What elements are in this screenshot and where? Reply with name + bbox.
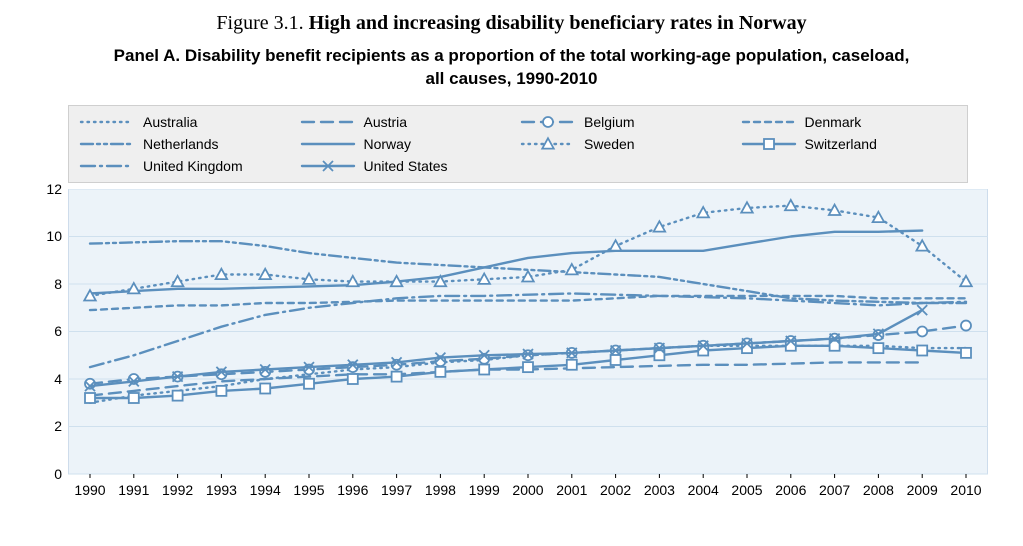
y-tick-label: 6	[54, 323, 62, 339]
legend-label: United Kingdom	[143, 158, 243, 174]
legend-swatch	[741, 136, 797, 152]
x-tick-label: 2008	[863, 482, 894, 498]
legend-swatch	[79, 114, 135, 130]
panel-title-line2: all causes, 1990-2010	[425, 69, 597, 88]
legend-swatch	[520, 114, 576, 130]
legend-item: Switzerland	[741, 134, 958, 154]
x-tick-label: 2007	[819, 482, 850, 498]
legend-swatch	[79, 136, 135, 152]
legend-label: Sweden	[584, 136, 635, 152]
y-tick-label: 10	[46, 228, 62, 244]
x-tick-label: 1991	[118, 482, 149, 498]
figure-prefix: Figure 3.1.	[216, 12, 308, 34]
x-axis-labels: 1990 1991 1992 1993 1994 1995 1996 1997 1998 1999…	[68, 480, 988, 500]
x-tick-label: 2001	[556, 482, 587, 498]
x-tick-label: 2003	[644, 482, 675, 498]
x-tick-label: 2004	[688, 482, 719, 498]
chart-legend: Australia Austria Belgium Denmark Netherland…	[68, 105, 968, 183]
x-tick-label: 1992	[162, 482, 193, 498]
x-tick-label: 1994	[250, 482, 281, 498]
legend-item: Norway	[300, 134, 517, 154]
legend-swatch	[79, 158, 135, 174]
y-tick-label: 8	[54, 276, 62, 292]
x-tick-label: 1995	[293, 482, 324, 498]
x-tick-label: 2009	[907, 482, 938, 498]
legend-label: Austria	[364, 114, 408, 130]
x-tick-label: 2006	[775, 482, 806, 498]
x-tick-label: 1997	[381, 482, 412, 498]
figure-title-main: High and increasing disability beneficia…	[309, 12, 807, 34]
legend-label: Netherlands	[143, 136, 219, 152]
legend-label: Belgium	[584, 114, 635, 130]
y-tick-label: 4	[54, 371, 62, 387]
x-tick-label: 1990	[74, 482, 105, 498]
x-tick-label: 1996	[337, 482, 368, 498]
legend-item: Sweden	[520, 134, 737, 154]
x-tick-label: 2010	[950, 482, 981, 498]
x-tick-label: 1993	[206, 482, 237, 498]
y-tick-label: 0	[54, 466, 62, 482]
legend-swatch	[520, 136, 576, 152]
figure-title: Figure 3.1. High and increasing disabili…	[20, 12, 1003, 35]
legend-item: United States	[300, 156, 517, 176]
panel-title: Panel A. Disability benefit recipients a…	[20, 45, 1003, 91]
x-tick-label: 2002	[600, 482, 631, 498]
legend-label: Denmark	[805, 114, 862, 130]
figure-container: Figure 3.1. High and increasing disabili…	[0, 0, 1023, 546]
panel-title-line1: Panel A. Disability benefit recipients a…	[114, 46, 910, 65]
x-tick-label: 2005	[731, 482, 762, 498]
legend-label: Australia	[143, 114, 197, 130]
legend-swatch	[300, 114, 356, 130]
y-tick-label: 12	[46, 181, 62, 197]
x-tick-label: 2000	[512, 482, 543, 498]
legend-item: Denmark	[741, 112, 958, 132]
legend-item: Austria	[300, 112, 517, 132]
legend-item: Netherlands	[79, 134, 296, 154]
legend-label: Norway	[364, 136, 411, 152]
legend-swatch	[300, 136, 356, 152]
legend-swatch	[300, 158, 356, 174]
legend-item: Australia	[79, 112, 296, 132]
legend-label: Switzerland	[805, 136, 877, 152]
x-tick-label: 1998	[425, 482, 456, 498]
x-tick-label: 1999	[469, 482, 500, 498]
y-axis-labels: 024681012	[32, 189, 66, 474]
legend-label: United States	[364, 158, 448, 174]
line-chart	[68, 189, 988, 480]
legend-item: United Kingdom	[79, 156, 296, 176]
legend-swatch	[741, 114, 797, 130]
chart-area: 024681012 199019911992199319941995199619…	[32, 189, 1003, 500]
y-tick-label: 2	[54, 418, 62, 434]
legend-item: Belgium	[520, 112, 737, 132]
